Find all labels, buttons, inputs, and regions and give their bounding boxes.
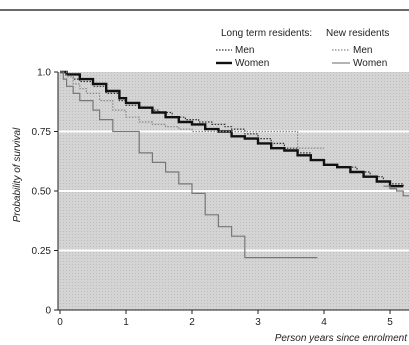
legend-label-long-women: Women (235, 58, 269, 69)
series-layer (60, 70, 409, 259)
x-tick-label-0: 0 (57, 317, 63, 328)
y-axis-label: Probability of survival (12, 127, 23, 222)
x-tick-label-1: 1 (123, 317, 129, 328)
x-tick-label-4: 4 (321, 317, 327, 328)
y-tick-label-1: 0.25 (32, 246, 52, 257)
x-axis-label: Person years since enrolment (275, 333, 409, 344)
series-new-men-2 (60, 71, 324, 149)
legend-label-new-men: Men (353, 45, 372, 56)
legend-label-new-women: Women (353, 58, 387, 69)
x-ticks: 0 1 2 3 4 5 (57, 310, 393, 328)
y-tick-label-0: 0 (45, 306, 51, 317)
y-tick-label-2: 0.50 (32, 187, 52, 198)
y-tick-label-3: 0.75 (32, 127, 52, 138)
x-tick-label-5: 5 (387, 317, 393, 328)
legend-label-long-men: Men (235, 45, 254, 56)
legend-group-new: New residents (326, 28, 389, 39)
series-new-women-3 (60, 71, 318, 259)
y-tick-label-4: 1.0 (37, 68, 51, 79)
legend-group-long: Long term residents: (221, 28, 312, 39)
series-new-women-4 (383, 185, 409, 197)
series-long-women-1 (60, 70, 404, 188)
y-ticks: 0 0.25 0.50 0.75 1.0 (32, 68, 58, 317)
x-tick-label-2: 2 (189, 317, 195, 328)
legend: Long term residents: New residents Men W… (216, 28, 389, 69)
x-tick-label-3: 3 (255, 317, 261, 328)
